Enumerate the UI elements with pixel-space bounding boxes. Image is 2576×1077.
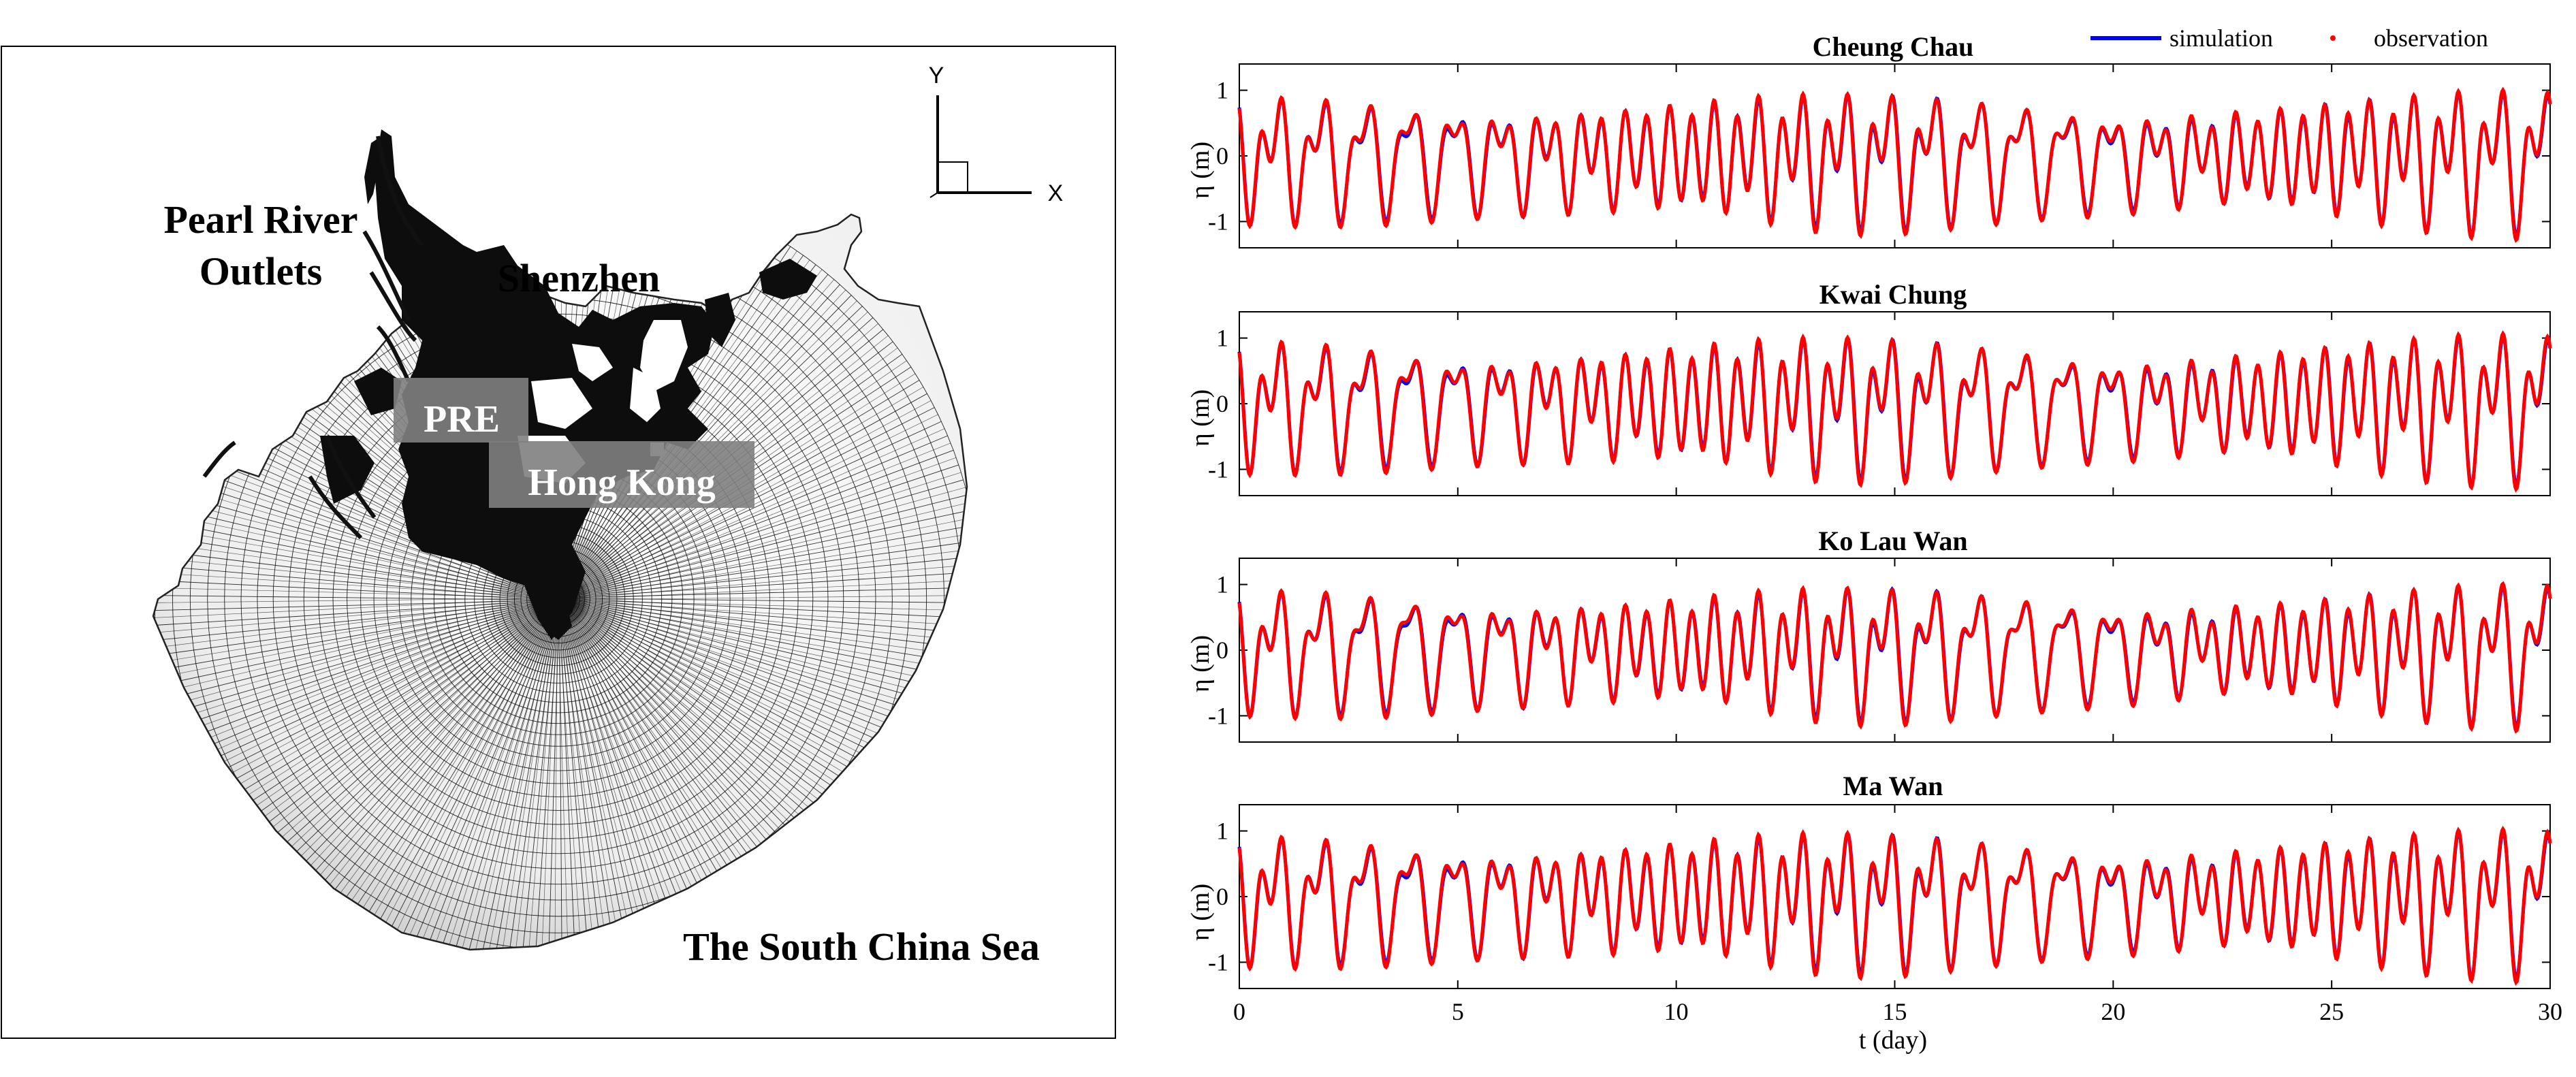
y-axis-label: η (m): [1186, 635, 1215, 692]
y-tick-label: 1: [1216, 571, 1228, 598]
hong-kong-label-box: [489, 441, 754, 508]
observation-line: [1237, 581, 2552, 734]
y-axis-label: η (m): [1186, 884, 1215, 941]
legend-observation-label: observation: [2374, 25, 2488, 52]
chart-kwai-chung: Kwai Chung η (m) -1 0 1: [1186, 279, 2552, 496]
hong-kong-label: Hong Kong: [528, 462, 715, 504]
chart-title: Cheung Chau: [1813, 31, 1974, 62]
chart-legend: simulation observation: [2090, 25, 2488, 52]
y-tick-label: 0: [1216, 883, 1228, 910]
x-tick-label: 10: [1664, 998, 1689, 1025]
pre-label: PRE: [424, 398, 500, 440]
x-axis-label: t (day): [1859, 1026, 1927, 1055]
mesh-outline: [152, 213, 968, 951]
x-tick-label: 0: [1233, 998, 1245, 1025]
y-tick-label: 1: [1216, 77, 1228, 104]
shenzhen-label: Shenzhen: [498, 256, 661, 300]
pre-label-box: [394, 378, 528, 443]
chart-ko-lau-wan: Ko Lau Wan η (m) -1 0 1: [1186, 526, 2552, 743]
x-axis-letter: X: [1048, 180, 1064, 206]
y-axis-label: η (m): [1186, 389, 1215, 447]
legend-observation-swatch: [2330, 35, 2336, 41]
mesh-map-panel: Pearl River Outlets Shenzhen PRE Hong Ko…: [0, 0, 1117, 1074]
tide-charts-panel: simulation observation Cheung Chau η (m)…: [1158, 0, 2576, 1074]
chart-ma-wan: Ma Wan η (m) 0 5 10 15 20 25 30-101 t (day): [1186, 771, 2562, 1055]
x-tick-label: 30: [2538, 998, 2562, 1025]
observation-line: [1237, 86, 2552, 243]
y-axis-label: η (m): [1186, 142, 1215, 199]
y-tick-label: -1: [1208, 948, 1228, 976]
chart-cheung-chau: Cheung Chau η (m) -1 0 1: [1186, 31, 2552, 248]
chart-title: Kwai Chung: [1819, 279, 1967, 310]
y-axis-letter: Y: [929, 63, 944, 89]
x-tick-label: 20: [2101, 998, 2125, 1025]
y-tick-label: 1: [1216, 818, 1228, 845]
y-tick-label: -1: [1208, 455, 1228, 483]
y-tick-label: 1: [1216, 325, 1228, 352]
river-channels: [202, 135, 424, 540]
pearl-river-label-line2: Outlets: [200, 249, 322, 293]
y-tick-label: 0: [1216, 637, 1228, 664]
legend-simulation-label: simulation: [2169, 25, 2273, 52]
pearl-river-label-line1: Pearl River: [163, 197, 357, 242]
y-tick-label: -1: [1208, 208, 1228, 235]
observation-line: [1237, 330, 2552, 493]
chart-title: Ma Wan: [1843, 771, 1943, 801]
observation-line: [1237, 825, 2552, 986]
x-tick-label: 5: [1452, 998, 1464, 1025]
tide-charts-figure: simulation observation Cheung Chau η (m)…: [1186, 25, 2562, 1055]
x-tick-label: 25: [2319, 998, 2344, 1025]
chart-title: Ko Lau Wan: [1818, 526, 1967, 556]
south-china-sea-label: The South China Sea: [683, 925, 1040, 969]
mesh-map-figure: Pearl River Outlets Shenzhen PRE Hong Ko…: [1, 46, 1116, 1039]
y-tick-label: 0: [1216, 142, 1228, 170]
x-tick-label: 15: [1883, 998, 1907, 1025]
y-tick-label: -1: [1208, 702, 1228, 729]
axis-triad: [929, 95, 1032, 198]
y-tick-label: 0: [1216, 390, 1228, 417]
